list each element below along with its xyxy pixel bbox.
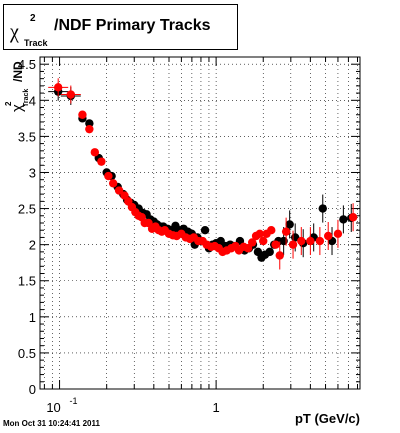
axes (39, 56, 361, 390)
data-point-black (85, 119, 94, 128)
data-point-red (114, 186, 124, 195)
y-axis-label-tail: /ND (11, 61, 25, 82)
title-subscript: Track (24, 38, 48, 48)
plot-frame (39, 56, 361, 390)
x-tick-label-exponent: -1 (70, 396, 78, 406)
grid (40, 57, 360, 389)
y-tick-label: 3.5 (18, 129, 36, 144)
y-axis-label: χ2 Track/ND (4, 61, 30, 112)
title-chi-symbol: χ (10, 21, 19, 43)
x-tick-label: 10 (46, 400, 60, 415)
y-tick-label: 1 (29, 310, 36, 325)
data-point-red (259, 236, 268, 246)
data-point-red (306, 236, 315, 246)
data-point-red (85, 124, 94, 134)
data-point-black (200, 226, 210, 235)
data-points (48, 78, 358, 270)
data-point-red (97, 157, 106, 166)
data-point-red (315, 236, 325, 246)
data-point-red (271, 240, 280, 249)
y-tick-label: 1.5 (18, 274, 36, 289)
y-tick-label: 0.5 (18, 346, 36, 361)
y-tick-label: 2 (29, 238, 36, 253)
y-tick-label: 0 (29, 382, 36, 397)
data-point-red (297, 236, 306, 246)
data-point-red (53, 83, 63, 92)
data-point-red (324, 231, 333, 241)
data-point-black (339, 215, 348, 224)
data-point-red (348, 213, 358, 222)
data-point-red (267, 226, 276, 235)
data-point-red (104, 171, 113, 181)
y-tick-label: 3 (29, 165, 36, 180)
data-point-black (318, 204, 327, 213)
y-tick-label: 4.5 (18, 57, 36, 72)
data-point-red (333, 229, 343, 239)
data-point-red (247, 238, 257, 247)
y-tick-label: 2.5 (18, 202, 36, 217)
data-point-red (288, 240, 298, 249)
axis-labels: 00.511.522.533.544.510 -1 1pT (GeV/c)χ2 Tra… (4, 57, 360, 426)
data-point-red (255, 229, 264, 239)
title-superscript: 2 (30, 13, 36, 24)
data-point-black (285, 220, 294, 229)
timestamp-footer: Mon Oct 31 10:24:41 2011 (3, 419, 100, 428)
data-point-red (66, 90, 76, 99)
data-point-red (78, 110, 87, 119)
x-tick-label: 1 (212, 400, 219, 415)
y-tick-label: 4 (29, 93, 36, 108)
y-axis-label-superscript: 2 (4, 101, 13, 106)
data-point-red (281, 227, 291, 236)
data-point-black (265, 247, 274, 257)
title-box: χ 2 Track /NDF Primary Tracks (3, 4, 238, 50)
y-axis-label-symbol: χ (9, 104, 26, 112)
y-axis-label-subscript: Track (23, 89, 30, 107)
chart-title: /NDF Primary Tracks (54, 17, 211, 34)
x-axis-label: pT (GeV/c) (295, 411, 360, 426)
data-point-red (108, 179, 118, 188)
data-point-red (90, 148, 100, 157)
data-point-red (275, 251, 284, 260)
